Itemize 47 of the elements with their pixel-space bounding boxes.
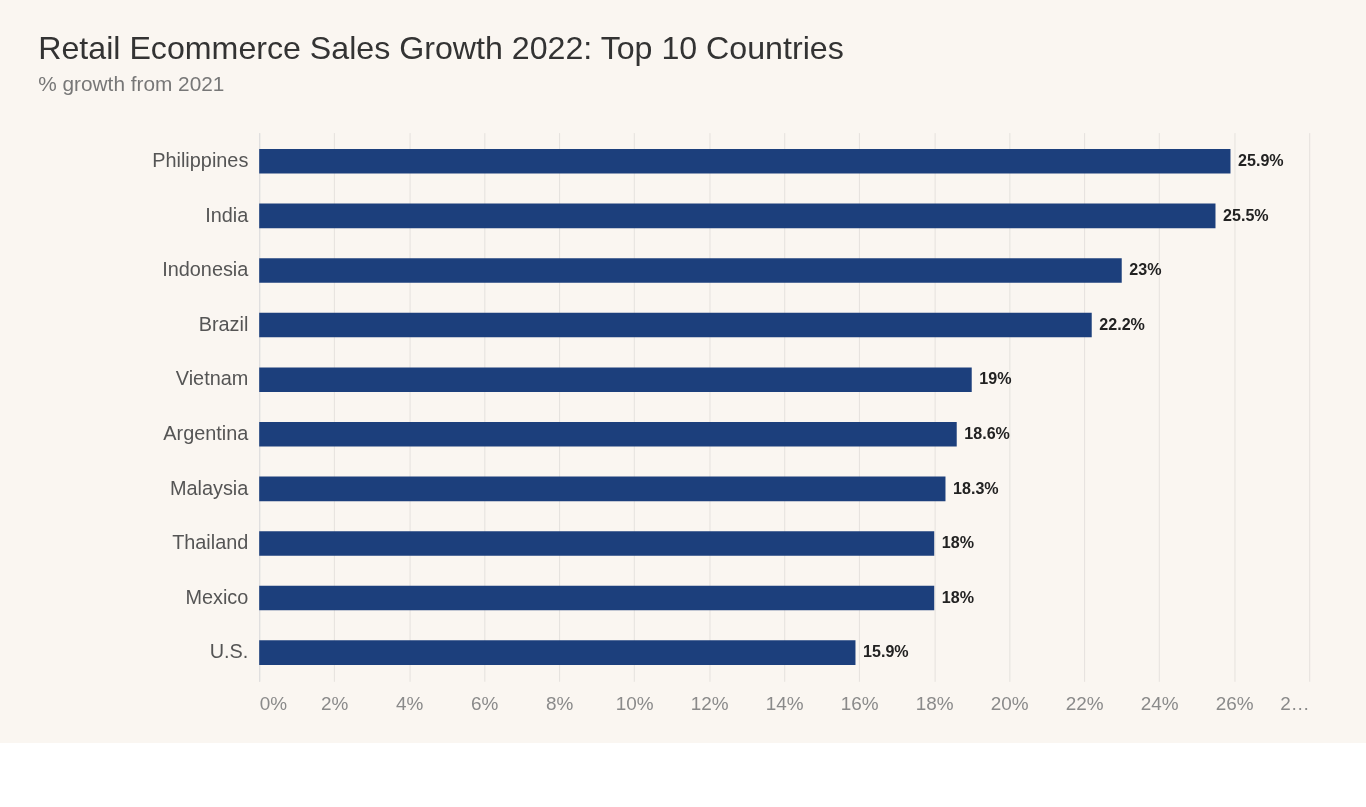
data-label: 18.6% <box>964 424 1010 442</box>
data-label: 15.9% <box>863 642 909 661</box>
bar <box>259 531 935 556</box>
chart-subtitle: % growth from 2021 <box>38 72 225 96</box>
x-tick-label: 18% <box>915 693 954 715</box>
y-tick-label: U.S. <box>209 640 249 663</box>
y-tick-label: Philippines <box>152 148 249 171</box>
chart-title: Retail Ecommerce Sales Growth 2022: Top 10 Countries <box>38 29 844 66</box>
bar <box>259 585 935 611</box>
y-tick-label: Malaysia <box>169 476 250 499</box>
y-tick-label: Indonesia <box>162 258 250 281</box>
x-tick-label: 2% <box>321 693 349 715</box>
bar <box>259 421 957 447</box>
data-label: 25.9% <box>1238 151 1284 170</box>
x-tick-label: 22% <box>1065 693 1104 715</box>
x-tick-label: 26% <box>1215 693 1254 715</box>
bar <box>259 367 972 392</box>
x-tick-label: 14% <box>765 693 804 715</box>
bar <box>259 203 1216 229</box>
bar <box>259 258 1122 283</box>
x-tick-label: 20% <box>990 693 1029 715</box>
x-tick-label: 4% <box>396 693 424 715</box>
y-tick-label: Argentina <box>163 421 250 444</box>
data-label: 18% <box>941 587 974 606</box>
y-tick-label: India <box>205 203 250 226</box>
x-tick-label: 8% <box>546 693 574 715</box>
data-label: 18% <box>941 533 974 552</box>
bar <box>259 476 946 502</box>
data-label: 18.3% <box>953 478 999 497</box>
y-tick-label: Mexico <box>185 585 249 608</box>
x-tick-label: 24% <box>1140 693 1179 715</box>
x-tick-label: 0% <box>259 693 288 715</box>
bar <box>259 640 856 665</box>
x-tick-label: 2… <box>1280 693 1310 715</box>
data-label: 23% <box>1129 260 1162 279</box>
x-tick-label: 10% <box>615 693 654 715</box>
x-tick-label: 12% <box>690 693 729 715</box>
y-tick-label: Brazil <box>198 312 249 335</box>
y-tick-label: Thailand <box>172 531 249 554</box>
y-tick-label: Vietnam <box>175 367 249 390</box>
data-label: 25.5% <box>1223 205 1269 224</box>
bar <box>259 312 1092 338</box>
bar <box>259 149 1231 174</box>
x-tick-label: 16% <box>840 693 879 715</box>
x-tick-label: 6% <box>471 693 499 715</box>
data-label: 22.2% <box>1099 314 1145 333</box>
data-label: 19% <box>979 369 1012 388</box>
